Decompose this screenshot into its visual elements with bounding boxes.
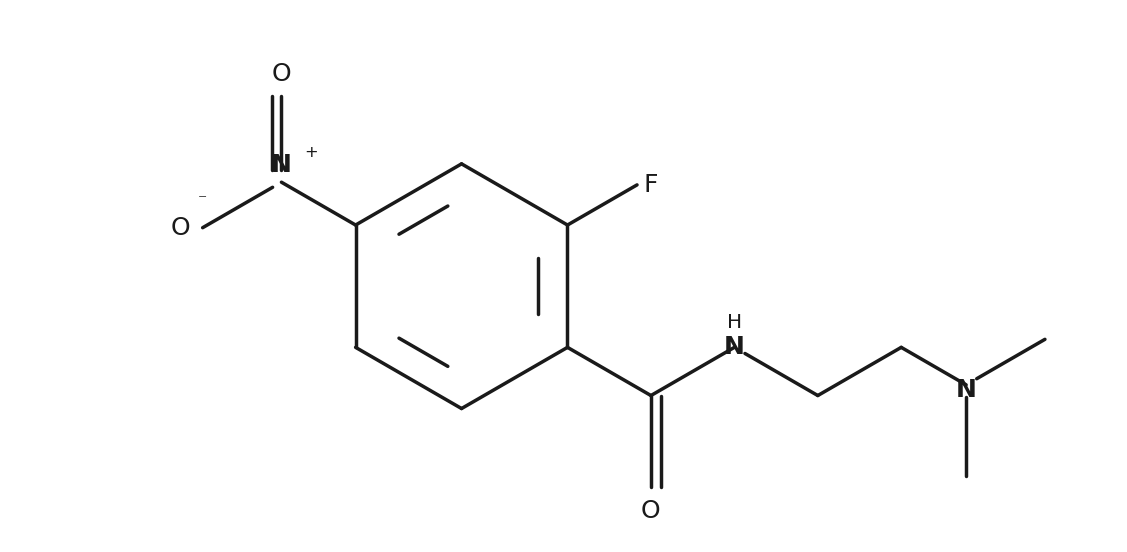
Text: ⁻: ⁻: [198, 192, 207, 209]
Text: H: H: [727, 313, 742, 332]
Text: N: N: [956, 378, 977, 402]
Text: O: O: [272, 62, 291, 86]
Text: O: O: [171, 216, 190, 240]
Text: N: N: [270, 153, 292, 177]
Text: N: N: [724, 336, 745, 359]
Text: O: O: [641, 499, 660, 523]
Text: F: F: [644, 173, 658, 197]
Text: +: +: [304, 145, 318, 160]
